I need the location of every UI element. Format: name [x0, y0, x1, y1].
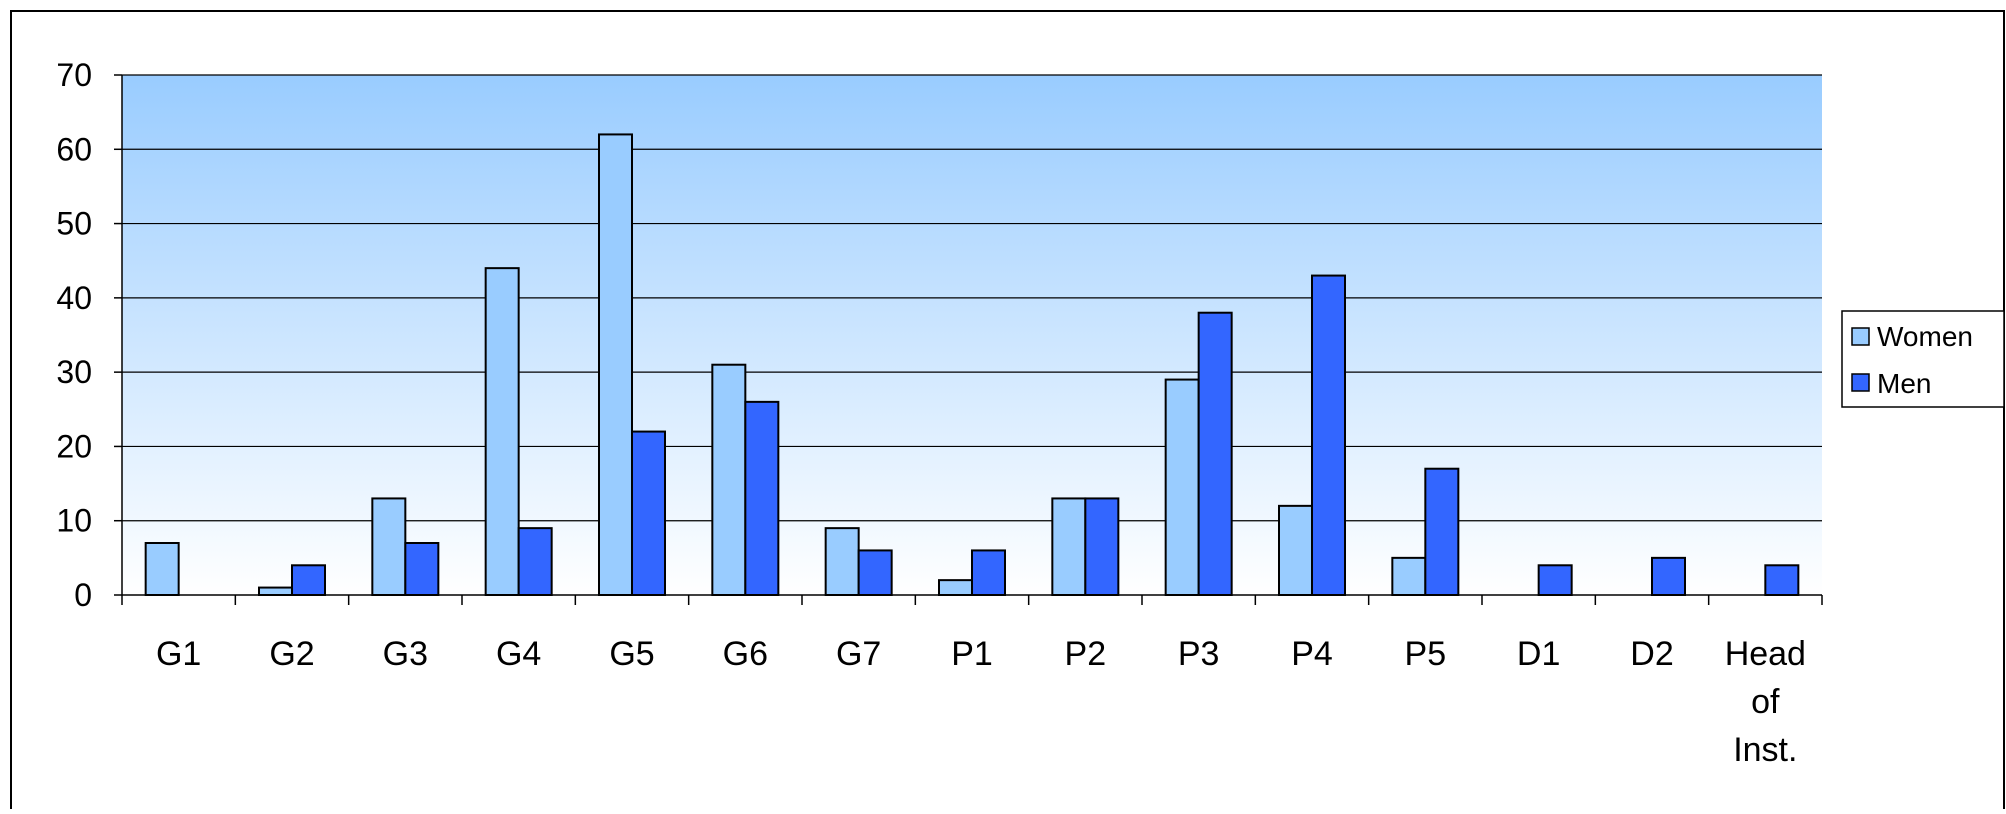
x-tick-label: P1 — [951, 635, 993, 673]
x-tick-label: P4 — [1291, 635, 1333, 673]
bar-women-2 — [372, 498, 405, 595]
x-tick-label: D2 — [1630, 635, 1673, 673]
x-tick-label-line: P4 — [1291, 635, 1333, 673]
legend-swatch-men — [1852, 374, 1869, 391]
x-tick-label-line: P2 — [1065, 635, 1107, 673]
x-tick-label-line: P3 — [1178, 635, 1220, 673]
bar-men-10 — [1312, 276, 1345, 595]
x-tick-label-line: Head — [1725, 635, 1806, 673]
legend-swatch-women — [1852, 328, 1869, 345]
bar-men-14 — [1765, 565, 1798, 595]
legend-label-women: Women — [1877, 321, 1973, 352]
y-tick-label: 40 — [56, 280, 92, 316]
x-tick-label-line: D2 — [1630, 635, 1673, 673]
x-tick-label: G4 — [496, 635, 541, 673]
bar-women-1 — [259, 588, 292, 595]
x-tick-label: P2 — [1065, 635, 1107, 673]
bar-men-3 — [519, 528, 552, 595]
bar-men-4 — [632, 432, 665, 595]
bar-men-11 — [1425, 469, 1458, 595]
x-tick-label-line: P1 — [951, 635, 993, 673]
bar-men-5 — [745, 402, 778, 595]
x-tick-label-line: of — [1751, 683, 1780, 721]
bar-women-8 — [1052, 498, 1085, 595]
legend: Women Men — [1842, 311, 2004, 407]
x-tick-label-line: P5 — [1405, 635, 1447, 673]
y-tick-label: 50 — [56, 206, 92, 242]
y-tick-label: 10 — [56, 503, 92, 539]
x-tick-label: P5 — [1405, 635, 1447, 673]
y-tick-label: 20 — [56, 428, 92, 464]
bar-men-6 — [859, 550, 892, 595]
bar-men-1 — [292, 565, 325, 595]
bar-women-3 — [486, 268, 519, 595]
x-tick-label: G6 — [723, 635, 768, 673]
x-tick-label: G3 — [383, 635, 428, 673]
bar-women-10 — [1279, 506, 1312, 595]
x-tick-label-line: G7 — [836, 635, 881, 673]
bar-men-13 — [1652, 558, 1685, 595]
y-tick-label: 70 — [56, 57, 92, 93]
x-tick-label: G2 — [269, 635, 314, 673]
x-tick-label-line: G1 — [156, 635, 201, 673]
x-tick-label-line: Inst. — [1733, 731, 1797, 769]
x-tick-label-line: G3 — [383, 635, 428, 673]
bar-women-11 — [1392, 558, 1425, 595]
legend-label-men: Men — [1877, 368, 1931, 399]
bar-women-7 — [939, 580, 972, 595]
bar-women-5 — [712, 365, 745, 595]
bar-men-9 — [1199, 313, 1232, 595]
bar-women-4 — [599, 134, 632, 595]
x-tick-label-line: G5 — [609, 635, 654, 673]
bar-women-9 — [1166, 380, 1199, 595]
x-tick-label-line: G4 — [496, 635, 541, 673]
y-tick-label: 30 — [56, 354, 92, 390]
bar-men-7 — [972, 550, 1005, 595]
bar-men-2 — [405, 543, 438, 595]
x-tick-label: P3 — [1178, 635, 1220, 673]
bar-men-12 — [1539, 565, 1572, 595]
bar-women-6 — [826, 528, 859, 595]
bar-men-8 — [1085, 498, 1118, 595]
x-tick-label-line: G6 — [723, 635, 768, 673]
y-tick-label: 0 — [74, 577, 92, 613]
x-tick-label: G1 — [156, 635, 201, 673]
x-tick-label: D1 — [1517, 635, 1560, 673]
x-tick-label-line: D1 — [1517, 635, 1560, 673]
y-tick-label: 60 — [56, 131, 92, 167]
bar-women-0 — [146, 543, 179, 595]
x-tick-label-line: G2 — [269, 635, 314, 673]
x-tick-label: G5 — [609, 635, 654, 673]
x-tick-label: G7 — [836, 635, 881, 673]
